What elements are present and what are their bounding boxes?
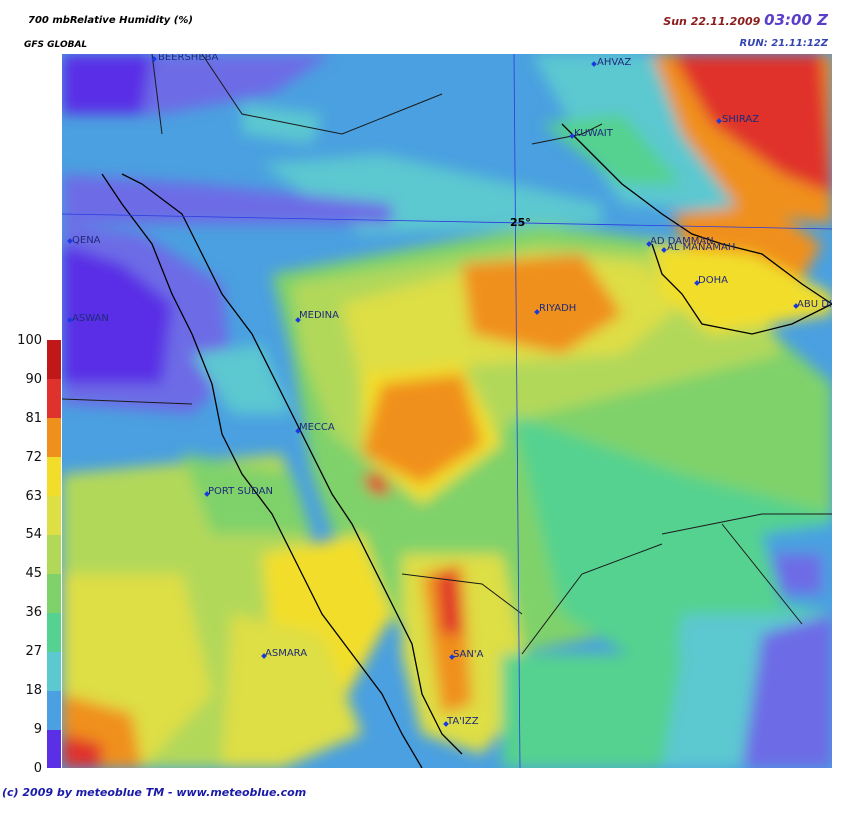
city-al-manamah[interactable]: AL MANAMAH xyxy=(661,242,735,253)
city-beersheba[interactable]: BEERSHEBA xyxy=(151,54,218,63)
city-sana[interactable]: SAN'A xyxy=(449,649,484,660)
humidity-map[interactable]: 25° BEERSHEBA AHVAZ KUWAIT SHIRAZ QENA A… xyxy=(62,54,832,768)
svg-text:PORT SUDAN: PORT SUDAN xyxy=(208,486,273,497)
legend-tick: 72 xyxy=(25,450,42,465)
forecast-date: Sun 22.11.2009 xyxy=(663,15,761,28)
city-ad-damman[interactable]: AD DAMMAN xyxy=(646,236,714,247)
color-scale-bar xyxy=(47,340,61,768)
city-abu-dhabi[interactable]: ABU DH xyxy=(793,299,832,310)
city-mecca[interactable]: MECCA xyxy=(295,422,335,434)
map-title: 700 mbRelative Humidity (%) xyxy=(28,15,193,26)
svg-text:SHIRAZ: SHIRAZ xyxy=(722,114,759,125)
city-aswan[interactable]: ASWAN xyxy=(67,313,109,324)
svg-text:AHVAZ: AHVAZ xyxy=(597,57,631,68)
svg-text:RIYADH: RIYADH xyxy=(539,303,576,314)
legend-tick: 36 xyxy=(25,605,42,620)
city-ahvaz[interactable]: AHVAZ xyxy=(591,57,631,68)
svg-text:DOHA: DOHA xyxy=(698,275,728,286)
svg-text:BEERSHEBA: BEERSHEBA xyxy=(158,54,218,63)
city-riyadh[interactable]: RIYADH xyxy=(534,303,576,315)
svg-text:QENA: QENA xyxy=(72,235,101,246)
grid-lines xyxy=(62,54,832,768)
model-run: RUN: 21.11:12Z xyxy=(739,38,828,49)
legend-tick: 18 xyxy=(25,683,42,698)
model-name: GFS GLOBAL xyxy=(24,40,88,50)
humidity-field xyxy=(62,54,832,768)
city-port-sudan[interactable]: PORT SUDAN xyxy=(204,486,273,497)
city-doha[interactable]: DOHA xyxy=(694,275,728,286)
svg-text:TA'IZZ: TA'IZZ xyxy=(446,716,479,727)
legend-tick: 90 xyxy=(25,372,42,387)
coastlines xyxy=(101,123,832,768)
city-taizz[interactable]: TA'IZZ xyxy=(443,716,479,727)
svg-text:SAN'A: SAN'A xyxy=(453,649,484,660)
svg-text:ASWAN: ASWAN xyxy=(72,313,109,324)
svg-text:AD DAMMAN: AD DAMMAN xyxy=(650,236,714,247)
copyright-notice: (c) 2009 by meteoblue TM - www.meteoblue… xyxy=(2,786,307,799)
legend-tick: 45 xyxy=(25,566,42,581)
city-kuwait[interactable]: KUWAIT xyxy=(569,128,614,139)
latitude-label: 25° xyxy=(510,216,531,229)
legend-tick: 100 xyxy=(17,333,42,348)
legend-tick: 27 xyxy=(25,644,42,659)
svg-text:ABU DH: ABU DH xyxy=(797,299,832,310)
legend-tick: 54 xyxy=(25,527,42,542)
legend-tick: 63 xyxy=(25,489,42,504)
svg-text:MEDINA: MEDINA xyxy=(299,310,339,321)
svg-text:ASMARA: ASMARA xyxy=(265,648,307,659)
legend-tick: 9 xyxy=(33,722,42,737)
country-borders xyxy=(62,54,832,655)
legend-tick: 0 xyxy=(33,761,42,776)
svg-text:MECCA: MECCA xyxy=(299,422,335,433)
forecast-datetime: Sun 22.11.2009 03:00 Z xyxy=(663,11,828,29)
city-qena[interactable]: QENA xyxy=(67,235,101,246)
forecast-time: 03:00 Z xyxy=(764,11,828,29)
svg-text:KUWAIT: KUWAIT xyxy=(574,128,614,139)
svg-text:AL MANAMAH: AL MANAMAH xyxy=(667,242,735,253)
city-asmara[interactable]: ASMARA xyxy=(261,648,307,659)
city-shiraz[interactable]: SHIRAZ xyxy=(716,114,759,125)
legend-tick: 81 xyxy=(25,411,42,426)
city-medina[interactable]: MEDINA xyxy=(295,310,339,323)
